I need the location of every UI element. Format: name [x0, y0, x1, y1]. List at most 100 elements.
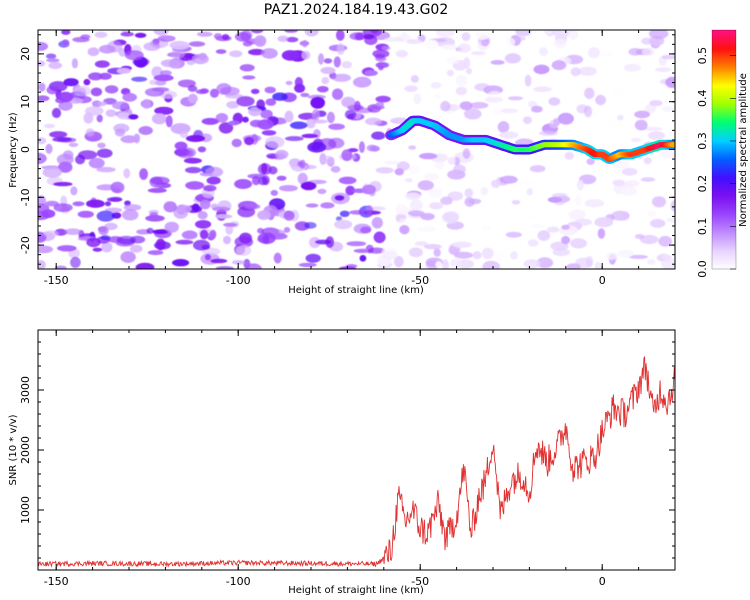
- noise-blob: [64, 228, 82, 235]
- noise-blob: [407, 210, 425, 217]
- noise-blob: [560, 152, 567, 162]
- noise-blob: [300, 181, 317, 191]
- noise-blob: [578, 66, 597, 76]
- noise-blob: [46, 85, 59, 95]
- noise-blob: [384, 160, 400, 165]
- noise-blob: [644, 104, 657, 114]
- noise-blob: [320, 202, 335, 209]
- noise-blob: [226, 101, 240, 109]
- colorbar-strip: [712, 65, 736, 69]
- colorbar-strip: [712, 217, 736, 220]
- noise-blob: [112, 101, 130, 110]
- noise-blob: [548, 97, 561, 106]
- colorbar-strip: [712, 155, 736, 159]
- noise-blob: [531, 76, 542, 86]
- noise-blob: [440, 196, 453, 205]
- colorbar-strip: [712, 39, 736, 43]
- noise-blob: [533, 64, 550, 75]
- noise-blob: [409, 165, 421, 175]
- noise-blob: [261, 48, 278, 59]
- noise-blob: [275, 149, 289, 160]
- noise-blob: [149, 212, 159, 217]
- noise-blob: [248, 48, 265, 56]
- noise-blob: [570, 238, 587, 249]
- colorbar-strip: [712, 183, 736, 186]
- noise-blob: [461, 32, 471, 42]
- colorbar-strip: [712, 261, 736, 264]
- noise-blob: [117, 112, 131, 120]
- noise-blob: [215, 49, 227, 54]
- noise-blob: [216, 83, 232, 95]
- colorbar-strip: [712, 115, 736, 119]
- noise-blob: [163, 201, 177, 213]
- noise-blob: [104, 201, 112, 207]
- noise-blob: [38, 245, 54, 254]
- colorbar-strip: [712, 245, 736, 248]
- noise-blob: [299, 159, 306, 169]
- y-tick-label: 3000: [19, 376, 32, 404]
- noise-blob: [529, 165, 546, 173]
- noise-blob: [304, 30, 319, 37]
- noise-blob: [187, 93, 198, 104]
- colorbar-ticks: 0.0 0.1 0.2 0.3 0.4 0.5: [696, 47, 736, 278]
- noise-blob: [170, 123, 191, 135]
- noise-blob: [265, 136, 285, 149]
- noise-blob: [151, 87, 170, 92]
- noise-blob: [212, 206, 231, 212]
- noise-blob: [394, 168, 404, 176]
- ridge-core: [669, 142, 675, 148]
- colorbar-strip: [712, 259, 736, 262]
- noise-blob: [641, 47, 654, 57]
- noise-blob: [149, 79, 157, 86]
- noise-blob: [41, 209, 56, 218]
- noise-blob: [584, 199, 604, 208]
- colorbar-strip: [712, 99, 736, 103]
- colorbar-strip: [712, 33, 736, 37]
- noise-blob: [475, 31, 490, 40]
- noise-blob: [447, 169, 466, 180]
- colorbar-strip: [712, 185, 736, 188]
- noise-blob: [58, 101, 73, 111]
- x-tick-label: -50: [411, 274, 429, 287]
- colorbar-strip: [712, 193, 736, 196]
- noise-blob: [349, 210, 367, 215]
- noise-blob: [191, 53, 209, 65]
- noise-blob: [328, 123, 345, 130]
- noise-blob: [617, 249, 634, 258]
- noise-blob: [507, 96, 524, 101]
- noise-blob: [298, 262, 317, 268]
- noise-blob: [185, 166, 202, 174]
- colorbar-strip: [712, 167, 736, 171]
- y-tick-label: 2000: [19, 436, 32, 464]
- noise-blob: [276, 175, 287, 181]
- noise-blob: [242, 75, 256, 80]
- noise-blob: [235, 245, 252, 256]
- noise-blob: [174, 141, 188, 150]
- noise-blob: [195, 220, 212, 229]
- noise-blob: [488, 90, 501, 98]
- noise-blob: [341, 60, 352, 69]
- noise-blob: [209, 88, 219, 98]
- noise-blob: [445, 57, 461, 64]
- noise-blob: [373, 231, 386, 244]
- signal-ridge: [385, 115, 675, 165]
- noise-blob: [234, 179, 253, 189]
- noise-blob: [375, 167, 394, 174]
- colorbar-strip: [712, 241, 736, 244]
- noise-blob: [649, 100, 663, 107]
- noise-blob: [261, 130, 277, 136]
- noise-blob: [244, 263, 262, 269]
- colorbar-strip: [712, 41, 736, 45]
- noise-blob: [42, 167, 62, 178]
- noise-blob: [300, 92, 310, 98]
- colorbar-strip: [712, 30, 736, 33]
- noise-blob: [165, 115, 173, 128]
- noise-blob: [80, 34, 91, 39]
- x-tick-label: 0: [599, 575, 606, 588]
- colorbar-tick-label: 0.3: [696, 132, 709, 150]
- noise-blob: [408, 145, 417, 150]
- colorbar-strip: [712, 189, 736, 192]
- noise-blob: [471, 51, 486, 56]
- noise-blob: [564, 152, 574, 160]
- colorbar-strip: [712, 75, 736, 79]
